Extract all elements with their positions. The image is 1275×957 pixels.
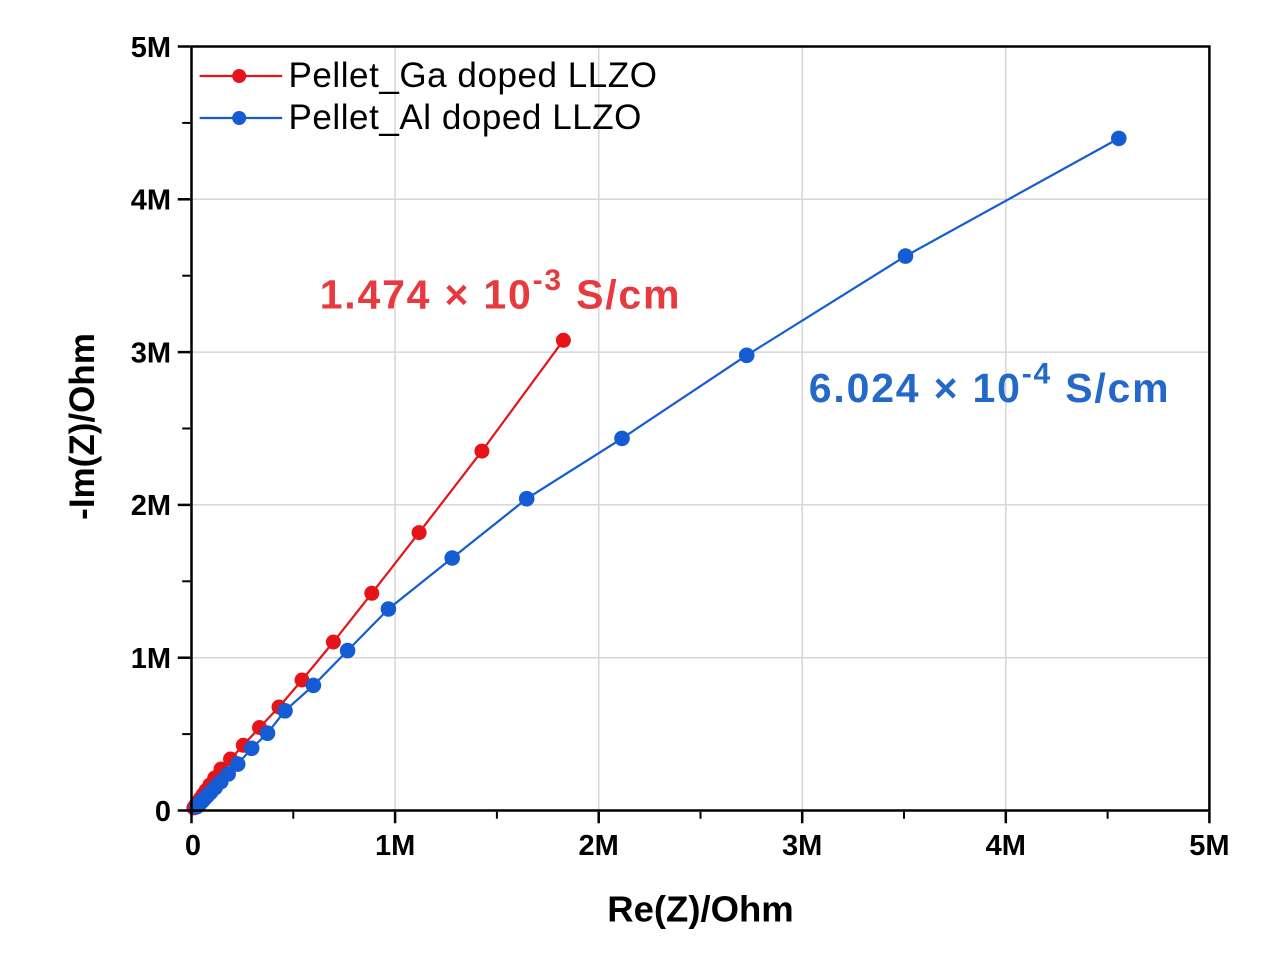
svg-text:6.024 × 10-4 S/cm: 6.024 × 10-4 S/cm [809, 357, 1171, 411]
svg-text:4M: 4M [131, 185, 171, 217]
svg-text:Re(Z)/Ohm: Re(Z)/Ohm [607, 889, 794, 930]
svg-text:Pellet_Al doped LLZO: Pellet_Al doped LLZO [289, 98, 642, 137]
svg-text:0: 0 [155, 796, 171, 828]
svg-text:5M: 5M [131, 32, 171, 64]
svg-text:2M: 2M [131, 490, 171, 522]
svg-text:3M: 3M [131, 337, 171, 369]
svg-text:1M: 1M [375, 830, 415, 862]
svg-text:3M: 3M [782, 830, 822, 862]
svg-text:0: 0 [185, 830, 201, 862]
svg-text:1M: 1M [131, 643, 171, 675]
svg-text:Pellet_Ga doped LLZO: Pellet_Ga doped LLZO [289, 56, 658, 95]
svg-text:4M: 4M [986, 830, 1026, 862]
svg-text:1.474 × 10-3 S/cm: 1.474 × 10-3 S/cm [320, 264, 682, 318]
svg-text:-Im(Z)/Ohm: -Im(Z)/Ohm [63, 333, 102, 520]
svg-text:5M: 5M [1189, 830, 1229, 862]
svg-text:2M: 2M [579, 830, 619, 862]
